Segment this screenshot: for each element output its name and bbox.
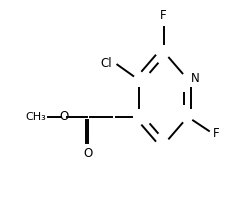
Text: CH₃: CH₃ [26,112,46,122]
Text: F: F [212,127,219,140]
Text: F: F [160,9,166,22]
Text: O: O [59,110,69,123]
Text: N: N [190,72,199,85]
Text: O: O [84,147,93,160]
Text: Cl: Cl [100,56,112,70]
